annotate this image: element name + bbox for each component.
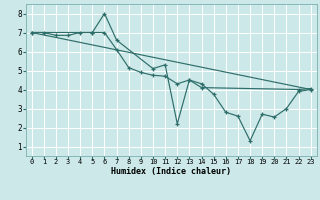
X-axis label: Humidex (Indice chaleur): Humidex (Indice chaleur) — [111, 167, 231, 176]
